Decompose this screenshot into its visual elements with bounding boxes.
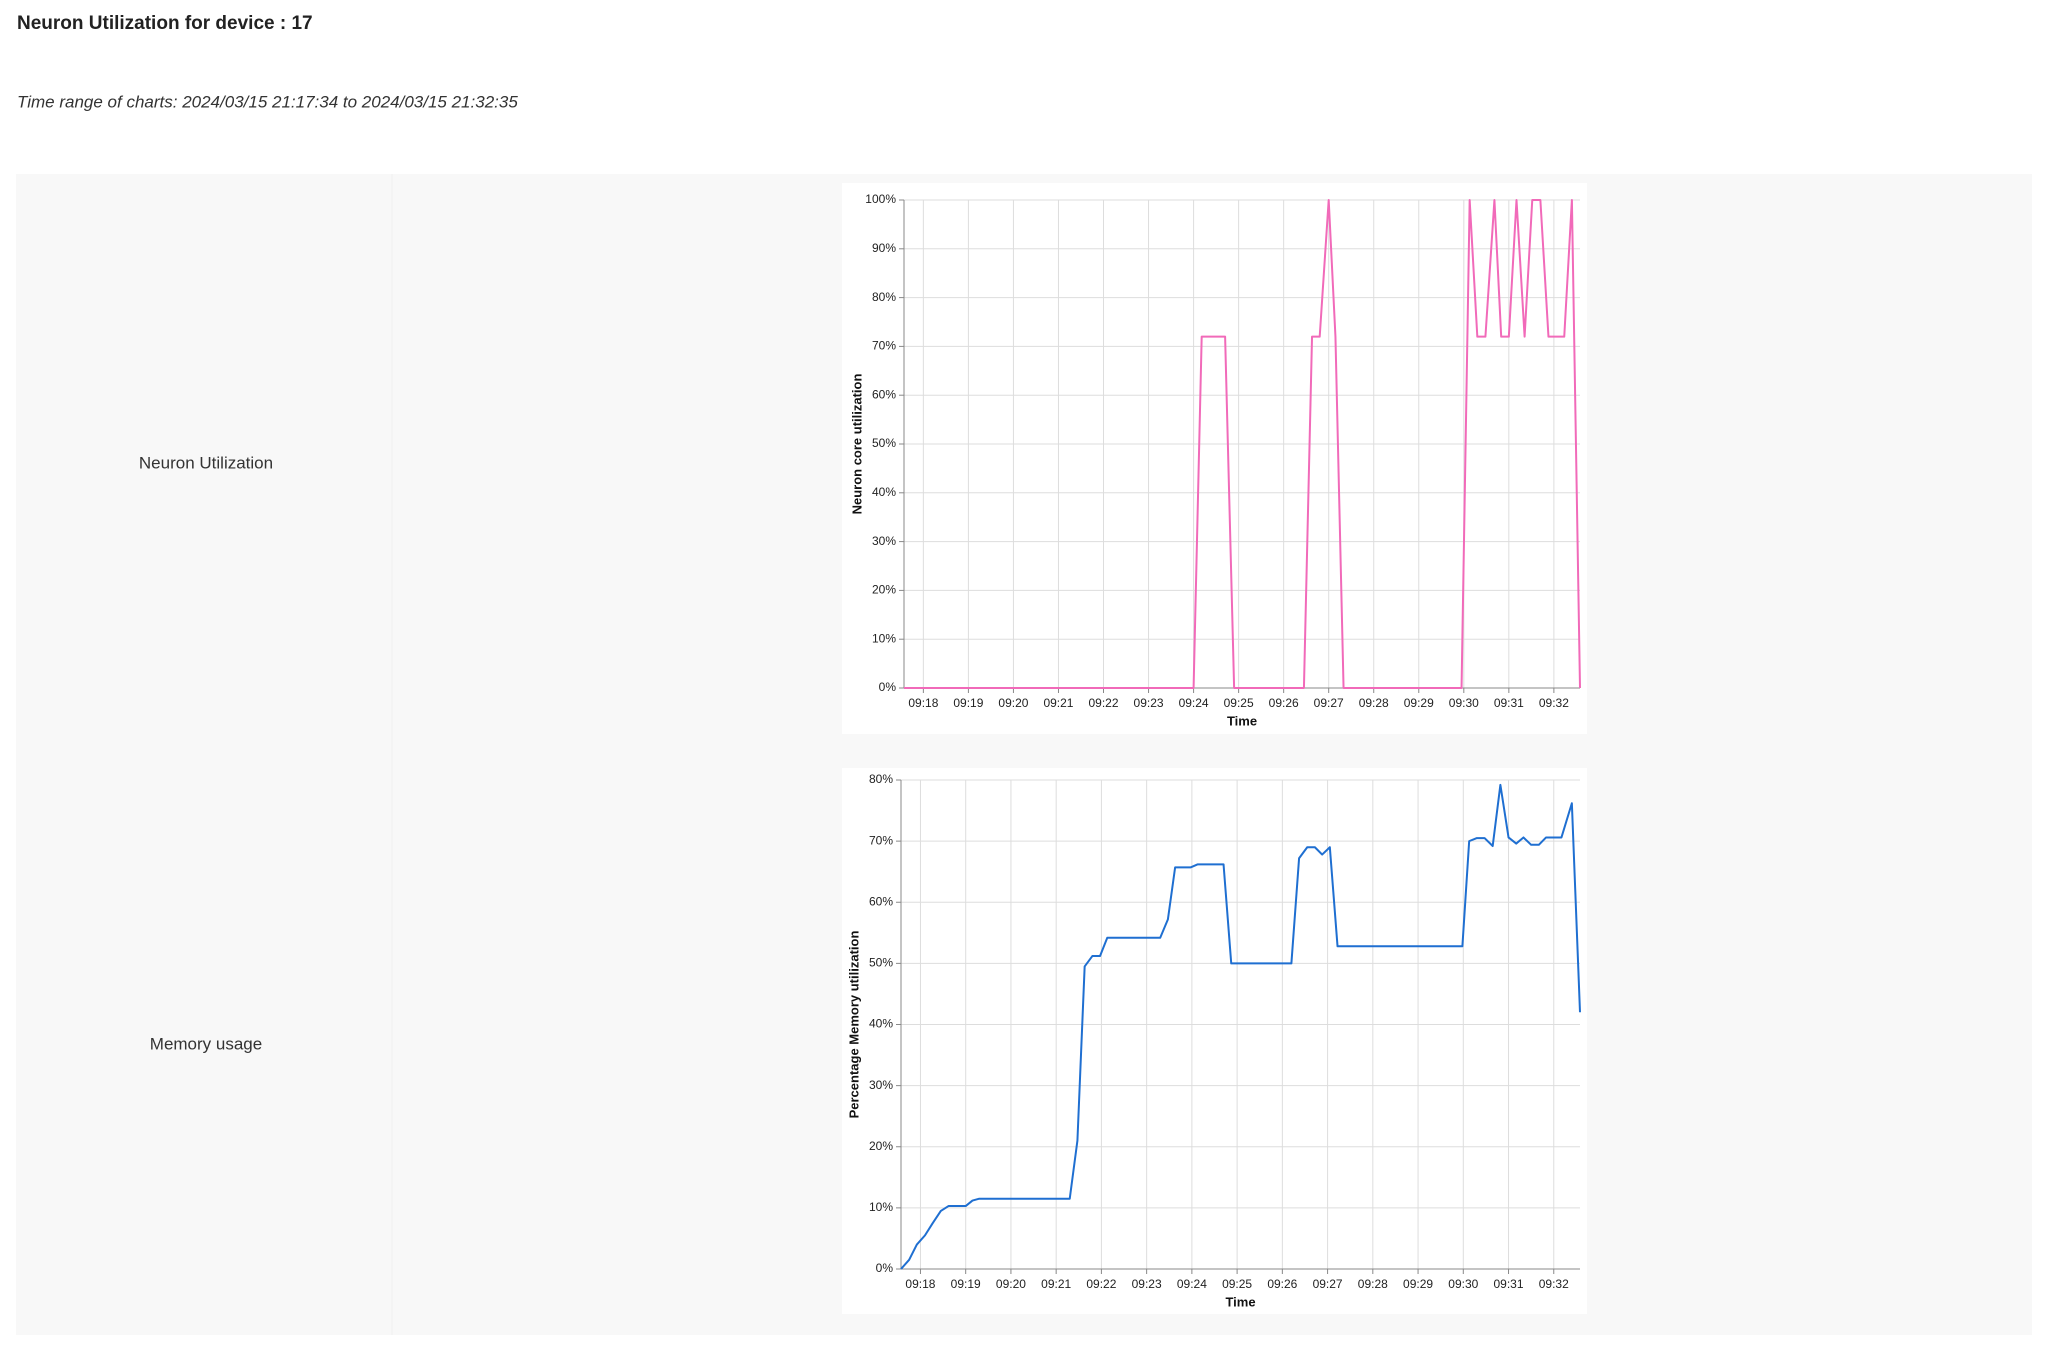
y-tick-label: 60% bbox=[872, 387, 896, 401]
y-axis-title: Percentage Memory utilization bbox=[846, 931, 861, 1119]
x-tick-label: 09:27 bbox=[1313, 1277, 1343, 1291]
y-tick-label: 20% bbox=[869, 1139, 893, 1153]
y-tick-label: 0% bbox=[879, 680, 897, 694]
y-tick-label: 30% bbox=[872, 534, 896, 548]
y-tick-label: 10% bbox=[872, 631, 896, 645]
x-axis-title: Time bbox=[1225, 1294, 1255, 1309]
x-axis-title: Time bbox=[1227, 713, 1257, 728]
x-tick-label: 09:20 bbox=[998, 696, 1028, 710]
x-tick-label: 09:28 bbox=[1358, 1277, 1388, 1291]
x-tick-label: 09:29 bbox=[1403, 1277, 1433, 1291]
y-tick-label: 50% bbox=[869, 956, 893, 970]
y-tick-label: 100% bbox=[865, 192, 896, 206]
y-tick-label: 90% bbox=[872, 241, 896, 255]
x-tick-label: 09:29 bbox=[1404, 696, 1434, 710]
x-tick-label: 09:24 bbox=[1179, 696, 1209, 710]
x-tick-label: 09:30 bbox=[1449, 696, 1479, 710]
x-tick-label: 09:22 bbox=[1088, 696, 1118, 710]
page-title: Neuron Utilization for device : 17 bbox=[17, 13, 313, 34]
x-tick-label: 09:23 bbox=[1134, 696, 1164, 710]
x-tick-label: 09:19 bbox=[953, 696, 983, 710]
x-tick-label: 09:25 bbox=[1224, 696, 1254, 710]
y-tick-label: 70% bbox=[869, 833, 893, 847]
y-tick-label: 70% bbox=[872, 339, 896, 353]
x-tick-label: 09:31 bbox=[1494, 1277, 1524, 1291]
x-tick-label: 09:18 bbox=[908, 696, 938, 710]
x-tick-label: 09:27 bbox=[1314, 696, 1344, 710]
data-line bbox=[904, 199, 1581, 689]
x-tick-label: 09:26 bbox=[1269, 696, 1299, 710]
x-tick-label: 09:32 bbox=[1539, 1277, 1569, 1291]
x-tick-label: 09:21 bbox=[1043, 696, 1073, 710]
y-tick-label: 40% bbox=[869, 1017, 893, 1031]
x-tick-label: 09:21 bbox=[1041, 1277, 1071, 1291]
x-tick-label: 09:28 bbox=[1359, 696, 1389, 710]
row-label: Memory usage bbox=[150, 1034, 262, 1053]
row-label: Neuron Utilization bbox=[139, 453, 273, 472]
y-tick-label: 0% bbox=[876, 1261, 894, 1275]
x-tick-label: 09:31 bbox=[1494, 696, 1524, 710]
time-range: Time range of charts: 2024/03/15 21:17:3… bbox=[17, 92, 518, 111]
x-tick-label: 09:20 bbox=[996, 1277, 1026, 1291]
y-tick-label: 50% bbox=[872, 436, 896, 450]
y-tick-label: 80% bbox=[872, 290, 896, 304]
y-tick-label: 30% bbox=[869, 1078, 893, 1092]
y-tick-label: 20% bbox=[872, 583, 896, 597]
x-tick-label: 09:26 bbox=[1267, 1277, 1297, 1291]
y-tick-label: 60% bbox=[869, 894, 893, 908]
chart-background bbox=[842, 183, 1587, 734]
x-tick-label: 09:19 bbox=[951, 1277, 981, 1291]
x-tick-label: 09:32 bbox=[1539, 696, 1569, 710]
data-line bbox=[900, 783, 1581, 1270]
x-tick-label: 09:25 bbox=[1222, 1277, 1252, 1291]
x-tick-label: 09:30 bbox=[1448, 1277, 1478, 1291]
y-tick-label: 40% bbox=[872, 485, 896, 499]
y-axis-title: Neuron core utilization bbox=[849, 374, 864, 515]
x-tick-label: 09:18 bbox=[905, 1277, 935, 1291]
x-tick-label: 09:23 bbox=[1132, 1277, 1162, 1291]
x-tick-label: 09:22 bbox=[1086, 1277, 1116, 1291]
y-tick-label: 80% bbox=[869, 772, 893, 786]
chart-background bbox=[842, 768, 1587, 1314]
y-tick-label: 10% bbox=[869, 1200, 893, 1214]
x-tick-label: 09:24 bbox=[1177, 1277, 1207, 1291]
